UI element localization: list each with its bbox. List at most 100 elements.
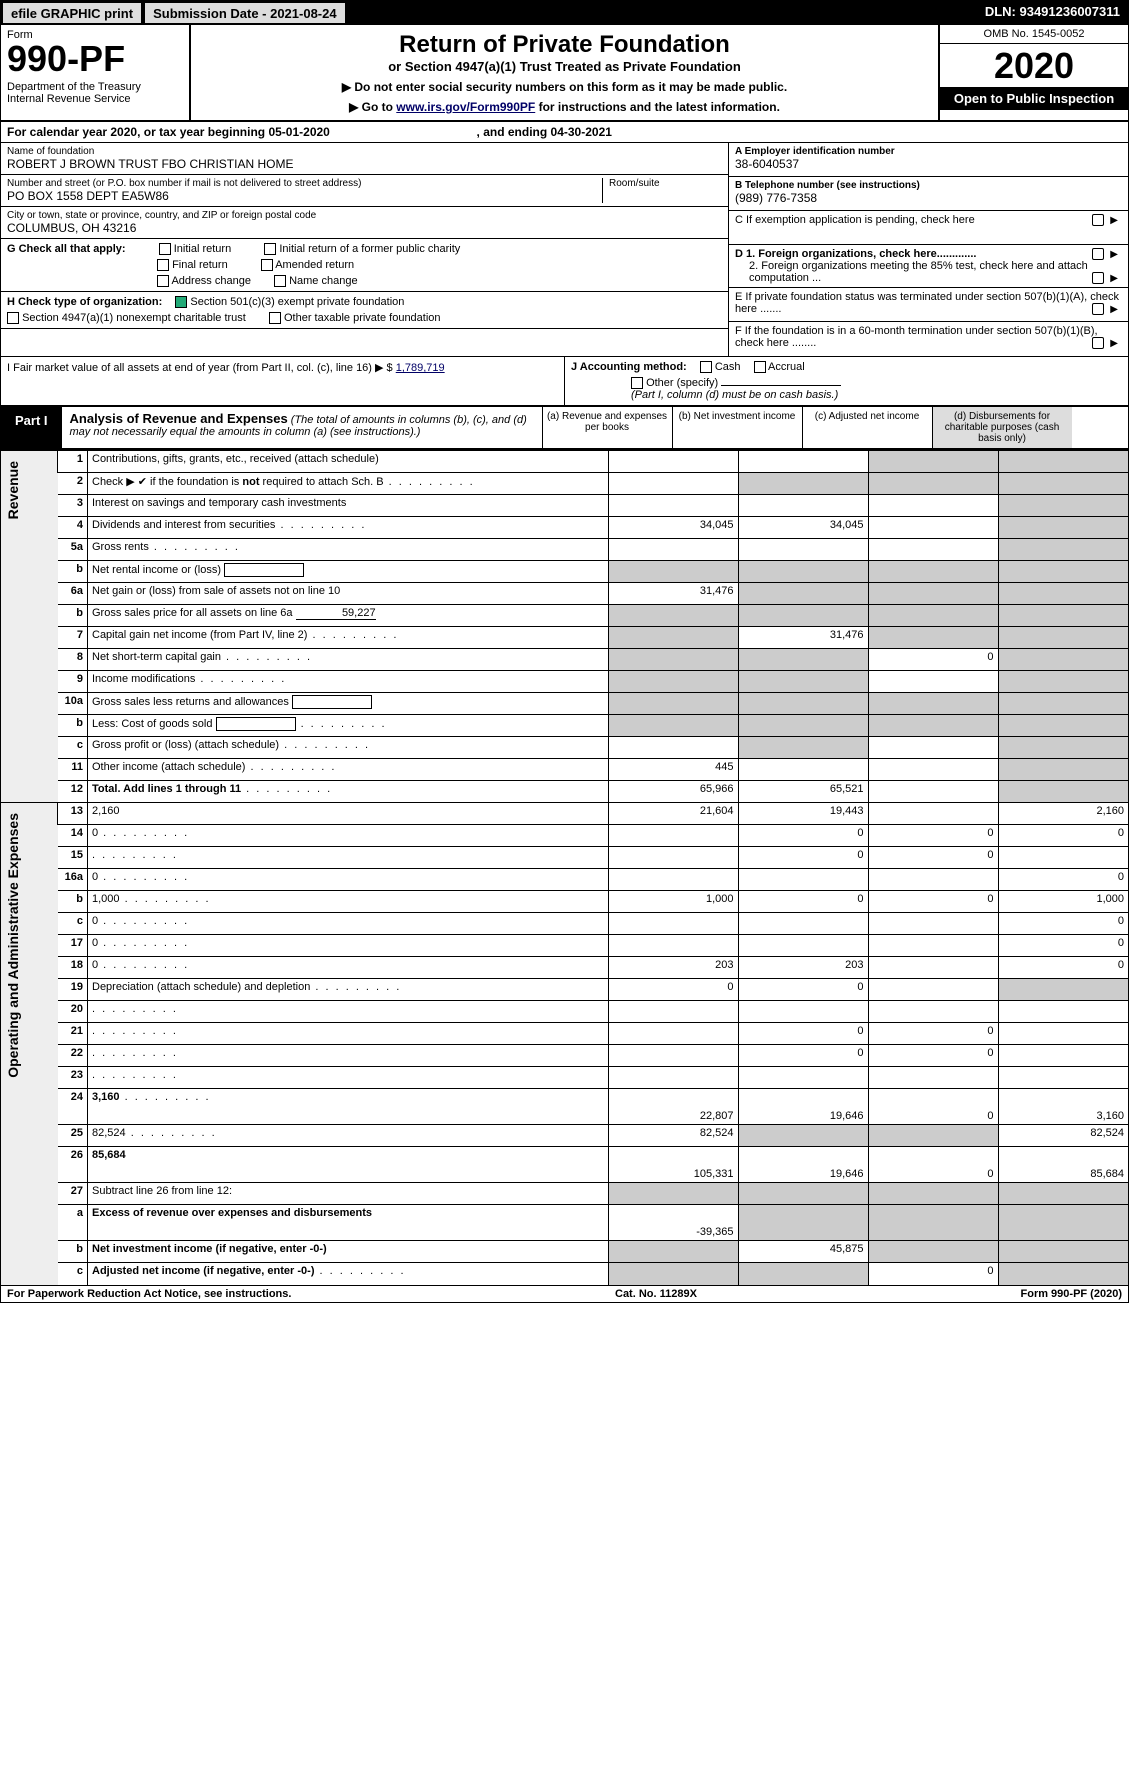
exemption-pending-checkbox[interactable] xyxy=(1092,214,1104,226)
form-title: Return of Private Foundation xyxy=(199,31,930,59)
h-opt-2: Section 4947(a)(1) nonexempt charitable … xyxy=(22,312,246,324)
amount-col-b xyxy=(738,561,868,583)
table-row: bNet rental income or (loss) xyxy=(1,561,1128,583)
room-label: Room/suite xyxy=(609,178,722,189)
cash-checkbox[interactable] xyxy=(700,361,712,373)
line-description xyxy=(88,1023,609,1045)
fmv-value[interactable]: 1,789,719 xyxy=(396,362,445,374)
table-row: 2Check ▶ ✔ if the foundation is not requ… xyxy=(1,473,1128,495)
amount-col-c xyxy=(868,803,998,825)
name-change-checkbox[interactable] xyxy=(274,275,286,287)
amount-col-b xyxy=(738,671,868,693)
info-left: Name of foundation ROBERT J BROWN TRUST … xyxy=(1,143,728,356)
amount-col-b xyxy=(738,935,868,957)
table-row: 5aGross rents xyxy=(1,539,1128,561)
amount-col-c: 0 xyxy=(868,847,998,869)
form-number: 990-PF xyxy=(7,41,183,77)
amount-col-c xyxy=(868,715,998,737)
initial-former-checkbox[interactable] xyxy=(264,243,276,255)
header-note-2: ▶ Go to www.irs.gov/Form990PF for instru… xyxy=(199,100,930,114)
foundation-name-cell: Name of foundation ROBERT J BROWN TRUST … xyxy=(1,143,728,175)
accrual-checkbox[interactable] xyxy=(754,361,766,373)
line-description: Subtract line 26 from line 12: xyxy=(88,1183,609,1205)
amount-col-c xyxy=(868,957,998,979)
section-j: J Accounting method: Cash Accrual Other … xyxy=(565,357,1128,405)
amount-col-b: 0 xyxy=(738,1045,868,1067)
efile-print-button[interactable]: efile GRAPHIC print xyxy=(3,3,141,23)
address-change-checkbox[interactable] xyxy=(157,275,169,287)
60-month-checkbox[interactable] xyxy=(1092,337,1104,349)
table-row: cGross profit or (loss) (attach schedule… xyxy=(1,737,1128,759)
amount-col-a: 22,807 xyxy=(608,1089,738,1125)
amount-col-a xyxy=(608,935,738,957)
501c3-checkbox[interactable] xyxy=(175,296,187,308)
amount-col-d xyxy=(998,1001,1128,1023)
amount-col-a xyxy=(608,649,738,671)
amount-col-a xyxy=(608,1001,738,1023)
amount-col-d xyxy=(998,451,1128,473)
note2-post: for instructions and the latest informat… xyxy=(535,100,780,114)
amount-col-d xyxy=(998,737,1128,759)
section-g: G Check all that apply: Initial return I… xyxy=(1,239,728,292)
part1-table: Revenue1Contributions, gifts, grants, et… xyxy=(1,450,1128,1285)
entity-info: Name of foundation ROBERT J BROWN TRUST … xyxy=(1,143,1128,357)
other-taxable-checkbox[interactable] xyxy=(269,312,281,324)
section-i: I Fair market value of all assets at end… xyxy=(1,357,565,405)
line-description: Gross sales less returns and allowances xyxy=(88,693,609,715)
department-label: Department of the Treasury Internal Reve… xyxy=(7,81,183,105)
section-h: H Check type of organization: Section 50… xyxy=(1,292,728,329)
amount-col-a xyxy=(608,847,738,869)
e-label: E If private foundation status was termi… xyxy=(735,291,1119,315)
amount-col-d xyxy=(998,1023,1128,1045)
amount-col-c: 0 xyxy=(868,1045,998,1067)
line-number: 16a xyxy=(58,869,88,891)
4947a1-checkbox[interactable] xyxy=(7,312,19,324)
table-row: Operating and Administrative Expenses132… xyxy=(1,803,1128,825)
table-row: 9Income modifications xyxy=(1,671,1128,693)
instructions-link[interactable]: www.irs.gov/Form990PF xyxy=(396,100,535,114)
amount-col-b xyxy=(738,583,868,605)
form-subtitle: or Section 4947(a)(1) Trust Treated as P… xyxy=(199,59,930,74)
page-footer: For Paperwork Reduction Act Notice, see … xyxy=(1,1285,1128,1302)
j-accrual: Accrual xyxy=(768,361,805,373)
amount-col-c: 0 xyxy=(868,1263,998,1285)
amount-col-b: 31,476 xyxy=(738,627,868,649)
amount-col-a: 1,000 xyxy=(608,891,738,913)
line-description: Adjusted net income (if negative, enter … xyxy=(88,1263,609,1285)
line-number: 3 xyxy=(58,495,88,517)
status-terminated-checkbox[interactable] xyxy=(1092,303,1104,315)
amount-col-c xyxy=(868,781,998,803)
foreign-85-checkbox[interactable] xyxy=(1092,272,1104,284)
table-row: 27Subtract line 26 from line 12: xyxy=(1,1183,1128,1205)
amount-col-d: 82,524 xyxy=(998,1125,1128,1147)
line-description: 0 xyxy=(88,825,609,847)
foreign-org-checkbox[interactable] xyxy=(1092,248,1104,260)
other-method-checkbox[interactable] xyxy=(631,377,643,389)
amount-col-d xyxy=(998,539,1128,561)
amount-col-b: 0 xyxy=(738,979,868,1001)
city-value: COLUMBUS, OH 43216 xyxy=(7,221,722,235)
amount-col-d xyxy=(998,693,1128,715)
amount-col-d: 0 xyxy=(998,825,1128,847)
submission-date-button[interactable]: Submission Date - 2021-08-24 xyxy=(145,3,345,23)
line-number: 11 xyxy=(58,759,88,781)
amended-return-checkbox[interactable] xyxy=(261,259,273,271)
final-return-checkbox[interactable] xyxy=(157,259,169,271)
amount-col-b xyxy=(738,869,868,891)
amount-col-a xyxy=(608,693,738,715)
initial-return-checkbox[interactable] xyxy=(159,243,171,255)
amount-col-b xyxy=(738,715,868,737)
amount-col-a: 21,604 xyxy=(608,803,738,825)
line-description: Dividends and interest from securities xyxy=(88,517,609,539)
amount-col-d xyxy=(998,1241,1128,1263)
table-row: 1802032030 xyxy=(1,957,1128,979)
line-number: b xyxy=(58,891,88,913)
header-middle: Return of Private Foundation or Section … xyxy=(191,25,938,120)
line-number: a xyxy=(58,1205,88,1241)
phone-cell: B Telephone number (see instructions) (9… xyxy=(729,177,1128,211)
amount-col-d xyxy=(998,517,1128,539)
table-row: 6aNet gain or (loss) from sale of assets… xyxy=(1,583,1128,605)
amount-col-c xyxy=(868,1183,998,1205)
line-description: Less: Cost of goods sold xyxy=(88,715,609,737)
footer-mid: Cat. No. 11289X xyxy=(615,1288,697,1300)
